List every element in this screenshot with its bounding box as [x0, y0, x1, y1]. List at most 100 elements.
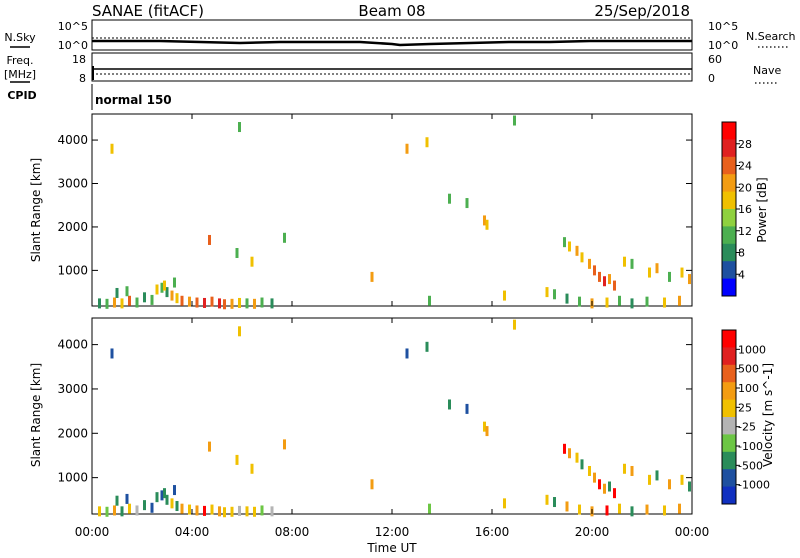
- velocity-cell: [208, 441, 211, 452]
- power-cell: [678, 295, 681, 306]
- power-colorbar-swatch: [722, 174, 736, 193]
- power-cell: [235, 248, 239, 259]
- power-cell: [160, 282, 164, 293]
- nave-tick-top: 60: [708, 53, 722, 66]
- nsky-label: N.Sky: [4, 31, 36, 44]
- power-cell: [578, 296, 581, 307]
- velocity-cell: [230, 506, 234, 517]
- velocity-colorbar-frame: [721, 329, 737, 505]
- velocity-panel: 4000 3000 2000 1000 Slant Range [km] 1000 50…: [29, 317, 775, 518]
- velocity-cell: [678, 503, 681, 514]
- power-cell: [173, 277, 176, 288]
- power-cell: [618, 295, 621, 306]
- power-colorbar-tick-label: 8: [738, 247, 745, 260]
- power-colorbar-swatch: [722, 261, 736, 280]
- velocity-cell: [593, 472, 596, 483]
- power-cell: [668, 271, 671, 282]
- power-cell: [170, 290, 174, 301]
- cpid-label: CPID: [7, 89, 36, 102]
- power-cell: [110, 143, 114, 154]
- velocity-cell: [428, 503, 431, 514]
- velocity-cell: [598, 479, 601, 490]
- velocity-cell: [485, 426, 489, 437]
- power-colorbar-swatch: [722, 156, 736, 175]
- power-colorbar-tick-label: 28: [738, 138, 752, 151]
- velocity-y-tick-label: 4000: [57, 338, 88, 352]
- power-cell: [115, 287, 119, 298]
- velocity-colorbar-swatch: [722, 382, 736, 401]
- velocity-cell: [125, 493, 129, 504]
- velocity-cell: [370, 479, 374, 490]
- power-y-tick-label: 2000: [57, 220, 88, 234]
- velocity-cell: [120, 506, 124, 517]
- power-cell: [370, 271, 374, 282]
- nsky-panel: N.Sky 10^5 10^0 10^5 10^0 N.Search: [4, 19, 796, 52]
- power-cell: [150, 294, 154, 305]
- power-cell: [680, 267, 684, 278]
- velocity-cell: [578, 504, 581, 515]
- velocity-cell: [115, 495, 119, 506]
- velocity-cell: [588, 465, 591, 476]
- velocity-colorbar-tick-label: 500: [738, 363, 759, 376]
- velocity-cell: [260, 505, 264, 516]
- velocity-cell: [210, 504, 214, 515]
- power-cell: [630, 258, 634, 269]
- power-cell: [113, 297, 116, 308]
- power-cell: [465, 198, 469, 209]
- power-cell: [218, 298, 221, 309]
- velocity-colorbar-tick-label: -1000: [738, 479, 770, 492]
- nsearch-label: N.Search: [746, 30, 796, 43]
- nsky-tick-top: 10^5: [58, 20, 88, 33]
- power-cell: [208, 234, 211, 245]
- velocity-cell: [663, 505, 666, 516]
- x-tick-label: 04:00: [175, 525, 210, 539]
- power-cell: [485, 219, 489, 230]
- velocity-cell: [648, 474, 651, 485]
- power-colorbar-swatch: [722, 226, 736, 245]
- power-cell: [663, 297, 666, 308]
- power-cell: [98, 298, 101, 309]
- power-y-tick-label: 4000: [57, 133, 88, 147]
- velocity-cell: [110, 348, 114, 359]
- power-cell: [645, 296, 649, 307]
- date-label: 25/Sep/2018: [594, 2, 690, 20]
- power-cell: [270, 298, 274, 309]
- velocity-cell: [680, 474, 684, 485]
- velocity-colorbar-swatch: [722, 330, 736, 348]
- power-ylabel: Slant Range [km]: [29, 158, 43, 262]
- power-cell: [125, 286, 129, 297]
- velocity-cell: [143, 500, 146, 511]
- power-cell: [238, 122, 241, 133]
- power-cell: [688, 274, 691, 285]
- velocity-cell: [580, 459, 584, 470]
- power-cell: [425, 137, 429, 148]
- velocity-cell: [483, 421, 486, 432]
- power-colorbar: 28 24 20 16 12 8 4: [721, 121, 752, 297]
- velocity-colorbar-swatch: [722, 451, 736, 470]
- velocity-cell: [283, 439, 286, 450]
- velocity-cell: [150, 502, 154, 513]
- power-cell: [545, 287, 549, 298]
- power-colorbar-swatch: [722, 122, 736, 140]
- velocity-cell: [163, 488, 166, 499]
- velocity-cell: [618, 503, 621, 514]
- power-cell: [563, 237, 566, 248]
- power-cell: [588, 258, 591, 269]
- x-axis-title: Time UT: [366, 541, 417, 554]
- velocity-cell: [238, 505, 241, 516]
- velocity-colorbar-swatch: [722, 347, 736, 366]
- power-cell: [230, 298, 234, 309]
- freq-label: Freq.: [6, 54, 33, 67]
- freq-tick-top: 18: [72, 53, 86, 66]
- power-cell: [245, 298, 249, 309]
- power-cell: [163, 280, 166, 291]
- beam-label: Beam 08: [358, 2, 425, 20]
- power-cell: [128, 295, 131, 306]
- velocity-y-ticks: 4000 3000 2000 1000: [57, 338, 692, 485]
- velocity-colorbar-tick-label: 100: [738, 382, 759, 395]
- cpid-value: normal 150: [95, 93, 172, 107]
- velocity-colorbar-label: Velocity [m s^-1]: [761, 363, 775, 467]
- freq-panel: Freq. [MHz] 18 8 60 0 Nave: [4, 52, 781, 85]
- power-cell: [655, 263, 659, 274]
